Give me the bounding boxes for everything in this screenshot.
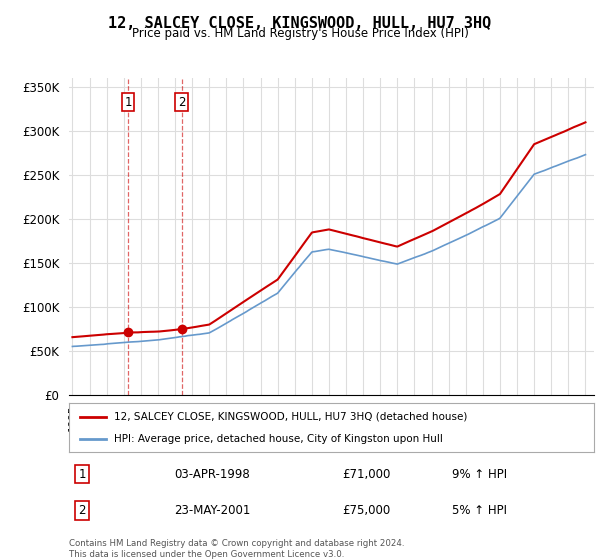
Text: £71,000: £71,000 bbox=[342, 468, 391, 480]
Text: 03-APR-1998: 03-APR-1998 bbox=[174, 468, 250, 480]
Text: 9% ↑ HPI: 9% ↑ HPI bbox=[452, 468, 508, 480]
Text: 12, SALCEY CLOSE, KINGSWOOD, HULL, HU7 3HQ: 12, SALCEY CLOSE, KINGSWOOD, HULL, HU7 3… bbox=[109, 16, 491, 31]
Text: HPI: Average price, detached house, City of Kingston upon Hull: HPI: Average price, detached house, City… bbox=[113, 434, 443, 444]
Text: Price paid vs. HM Land Registry's House Price Index (HPI): Price paid vs. HM Land Registry's House … bbox=[131, 27, 469, 40]
Text: 2: 2 bbox=[79, 504, 86, 517]
Text: 12, SALCEY CLOSE, KINGSWOOD, HULL, HU7 3HQ (detached house): 12, SALCEY CLOSE, KINGSWOOD, HULL, HU7 3… bbox=[113, 412, 467, 422]
Text: £75,000: £75,000 bbox=[342, 504, 390, 517]
Text: 2: 2 bbox=[178, 96, 185, 109]
Text: Contains HM Land Registry data © Crown copyright and database right 2024.
This d: Contains HM Land Registry data © Crown c… bbox=[69, 539, 404, 559]
Text: 1: 1 bbox=[79, 468, 86, 480]
Text: 5% ↑ HPI: 5% ↑ HPI bbox=[452, 504, 507, 517]
Text: 23-MAY-2001: 23-MAY-2001 bbox=[174, 504, 250, 517]
Text: 1: 1 bbox=[124, 96, 132, 109]
